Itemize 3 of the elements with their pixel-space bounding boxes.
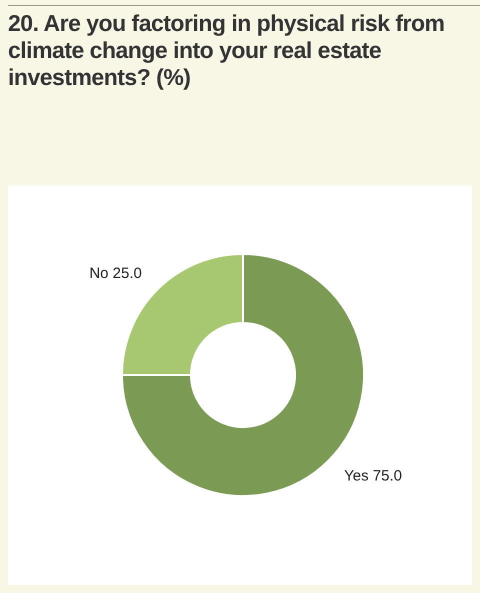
slice-label: No 25.0 [89,265,142,282]
chart-title: 20. Are you factoring in physical risk from climate change into your real estate investments? (%) [8,10,446,91]
slice-label: Yes 75.0 [344,467,402,484]
